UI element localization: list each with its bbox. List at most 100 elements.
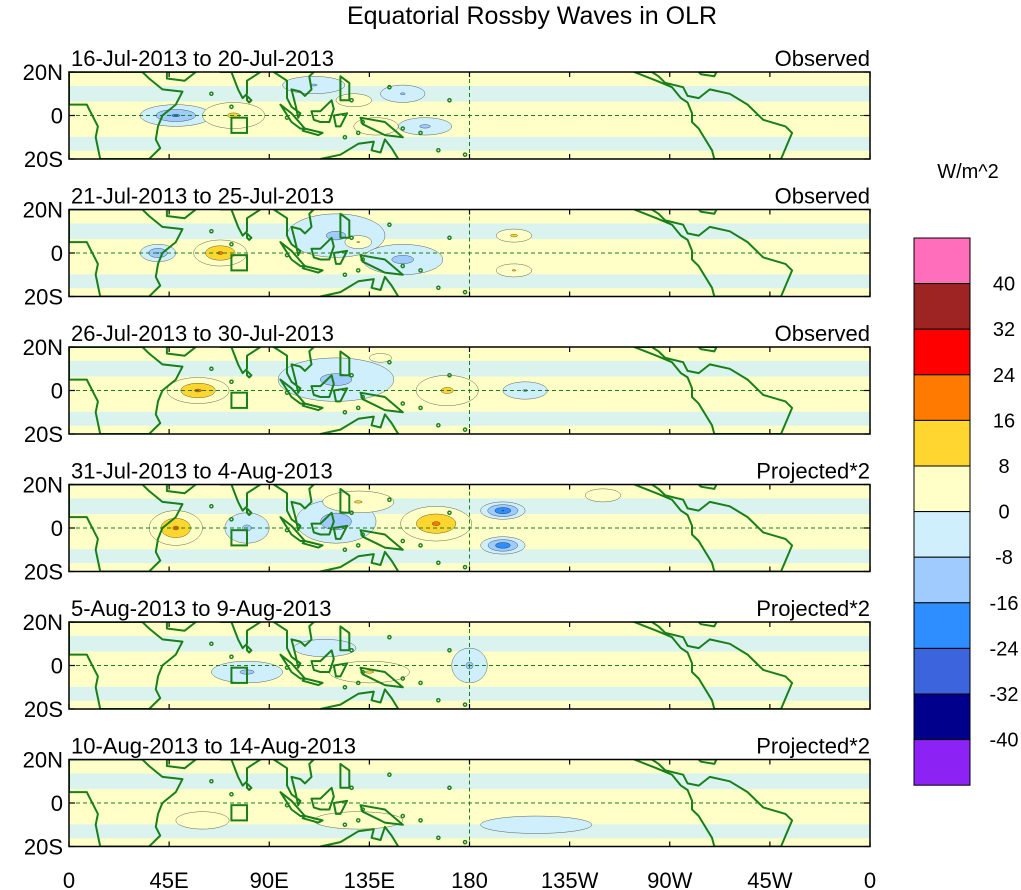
island	[360, 119, 366, 125]
lat-label: 20S	[24, 285, 63, 310]
coastline	[279, 241, 306, 268]
coastline	[319, 825, 400, 847]
island	[400, 538, 406, 544]
coastline	[272, 347, 315, 394]
lat-label: 0	[51, 241, 63, 266]
coastline	[633, 622, 794, 709]
olr-anomaly-contour	[400, 92, 406, 95]
island	[360, 532, 366, 537]
coastline	[219, 759, 262, 787]
colorbar-swatch	[913, 511, 971, 558]
island	[284, 252, 290, 258]
colorbar-swatch	[913, 556, 971, 604]
coastline	[279, 791, 306, 817]
coastline	[332, 387, 349, 403]
island	[436, 560, 441, 566]
colorbar-swatch	[913, 739, 971, 786]
coastline	[246, 782, 253, 791]
island	[436, 285, 441, 291]
olr-anomaly-contour	[356, 241, 360, 243]
coastline	[697, 72, 718, 78]
coastline	[301, 402, 324, 412]
island	[355, 680, 361, 686]
island	[355, 405, 361, 411]
lon-label: 0	[63, 868, 75, 890]
island	[284, 527, 290, 533]
map-area	[69, 347, 870, 434]
lon-label: 135W	[541, 868, 599, 890]
island	[447, 785, 452, 791]
lon-label: 180	[451, 868, 488, 890]
island	[360, 807, 366, 812]
reference-box	[230, 254, 249, 272]
island	[418, 130, 423, 136]
island	[360, 394, 366, 400]
island	[462, 152, 468, 157]
colorbar-swatch	[913, 419, 971, 467]
panel-date-range: 5-Aug-2013 to 9-Aug-2013	[71, 596, 332, 621]
island	[355, 818, 361, 823]
coastline	[219, 347, 262, 375]
panel-date-range: 31-Jul-2013 to 4-Aug-2013	[71, 459, 333, 484]
island	[400, 401, 406, 406]
coastline	[219, 622, 262, 650]
island	[229, 241, 234, 247]
coastline	[69, 759, 184, 847]
coastline	[165, 484, 197, 495]
colorbar: W/m^2 40 32 24 16 8 0 -8 -16 -24 -32 -40	[913, 161, 1019, 786]
colorbar-label: -24	[990, 638, 1019, 660]
island	[209, 641, 214, 647]
coastline	[633, 209, 794, 297]
island	[342, 822, 348, 828]
island	[447, 647, 452, 653]
coastline	[272, 484, 315, 532]
island	[349, 235, 354, 241]
olr-anomaly-contour	[354, 500, 363, 504]
coastline	[246, 232, 253, 241]
olr-anomaly-contour	[585, 488, 621, 503]
island	[436, 835, 441, 841]
colorbar-swatch	[913, 693, 971, 741]
lat-label: 20N	[23, 610, 63, 635]
coastline	[69, 484, 184, 572]
island	[360, 669, 366, 675]
colorbar-label: -16	[990, 593, 1019, 615]
island	[229, 517, 234, 522]
lon-label: 45W	[747, 868, 792, 890]
island	[400, 813, 406, 819]
coastline	[319, 138, 400, 159]
colorbar-unit: W/m^2	[937, 161, 999, 183]
olr-anomaly-contour	[501, 510, 504, 512]
coastline	[69, 622, 184, 709]
lon-label: 90E	[250, 868, 289, 890]
olr-anomaly-contour	[320, 373, 352, 386]
coastline	[272, 622, 315, 669]
island	[387, 84, 392, 90]
island	[387, 634, 392, 640]
coastline	[272, 72, 315, 119]
island	[387, 497, 392, 503]
island	[462, 427, 468, 432]
coastline	[165, 72, 197, 82]
island	[342, 547, 348, 553]
island	[436, 698, 441, 703]
colorbar-swatch	[913, 465, 971, 513]
lat-label: 20S	[24, 422, 63, 447]
coastline	[332, 249, 349, 265]
lat-label: 20S	[24, 697, 63, 722]
coastline	[69, 347, 184, 434]
coastline	[69, 209, 184, 297]
colorbar-swatch	[913, 283, 971, 330]
olr-anomaly-contour	[369, 353, 392, 363]
olr-anomaly-contour	[480, 815, 593, 834]
coastline	[332, 112, 349, 128]
lat-label: 20N	[23, 60, 63, 85]
coastline	[301, 815, 324, 824]
coastline	[697, 209, 718, 215]
island	[447, 235, 452, 241]
island	[462, 702, 468, 707]
island	[387, 772, 392, 778]
island	[462, 839, 468, 845]
island	[400, 126, 406, 131]
